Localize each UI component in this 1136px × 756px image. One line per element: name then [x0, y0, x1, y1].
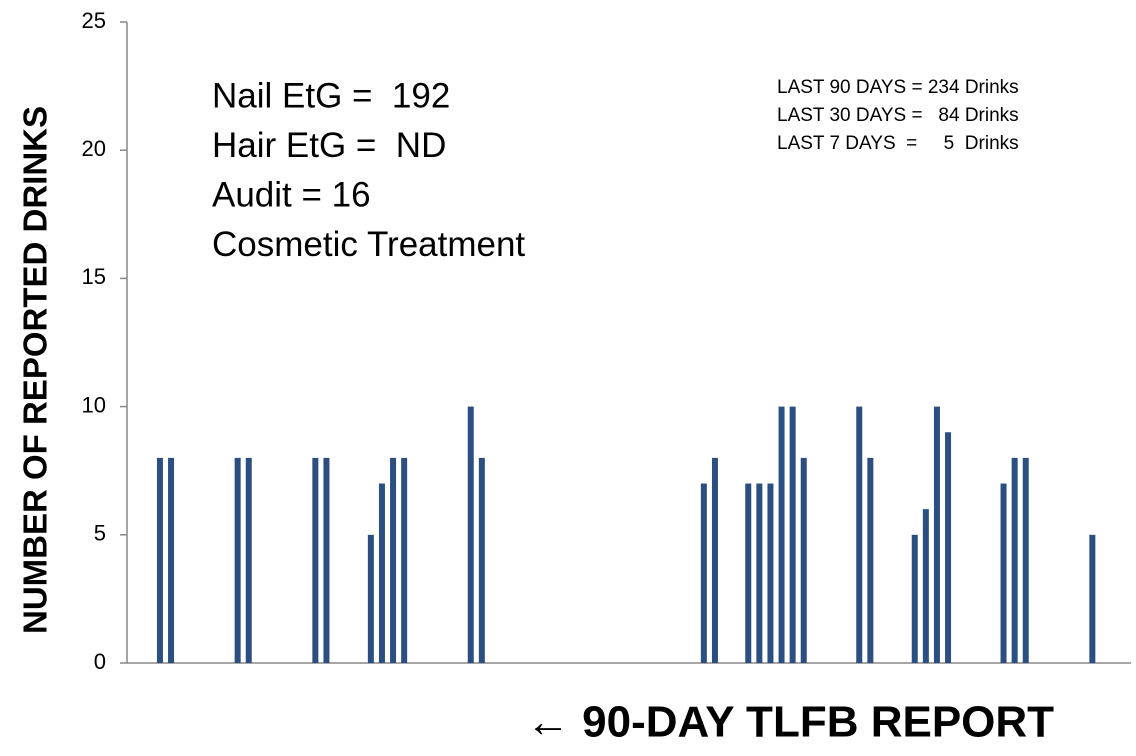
annotation: Cosmetic Treatment — [212, 225, 525, 264]
bar — [234, 457, 241, 663]
summary-line: LAST 90 DAYS = 234 Drinks — [777, 77, 1019, 98]
bar — [756, 483, 763, 663]
bar — [245, 457, 252, 663]
annotation: Hair EtG = ND — [212, 126, 446, 165]
bar — [778, 406, 785, 663]
bar — [745, 483, 752, 663]
bar — [856, 406, 863, 663]
y-tick-label: 5 — [94, 521, 106, 546]
bar — [867, 457, 874, 663]
bar — [911, 534, 918, 663]
bar — [390, 457, 397, 663]
summary-line: LAST 30 DAYS = 84 Drinks — [777, 105, 1019, 126]
x-axis-title: ← 90-DAY TLFB REPORT — [526, 698, 1054, 747]
y-tick-label: 10 — [82, 392, 106, 417]
bar — [945, 432, 952, 663]
bar — [800, 457, 807, 663]
y-tick-label: 20 — [82, 136, 106, 161]
y-tick-label: 25 — [82, 8, 106, 33]
annotation: Nail EtG = 192 — [212, 76, 450, 115]
bar — [401, 457, 408, 663]
bar — [378, 483, 385, 663]
bar — [922, 509, 929, 663]
annotation: Audit = 16 — [212, 175, 371, 214]
bar — [168, 457, 175, 663]
bar — [467, 406, 474, 663]
bar — [711, 457, 718, 663]
bar — [367, 534, 374, 663]
bar — [1022, 457, 1029, 663]
bar — [700, 483, 707, 663]
y-tick-label: 0 — [94, 649, 106, 674]
bar — [1089, 534, 1096, 663]
bar — [933, 406, 940, 663]
bar — [156, 457, 163, 663]
bar — [789, 406, 796, 663]
bar — [1000, 483, 1007, 663]
y-axis-title: NUMBER OF REPORTED DRINKS — [17, 106, 54, 634]
summary-line: LAST 7 DAYS = 5 Drinks — [777, 133, 1019, 154]
bar — [312, 457, 319, 663]
bar — [1011, 457, 1018, 663]
y-tick-label: 15 — [82, 264, 106, 289]
bar — [323, 457, 330, 663]
bar — [478, 457, 485, 663]
bar — [767, 483, 774, 663]
